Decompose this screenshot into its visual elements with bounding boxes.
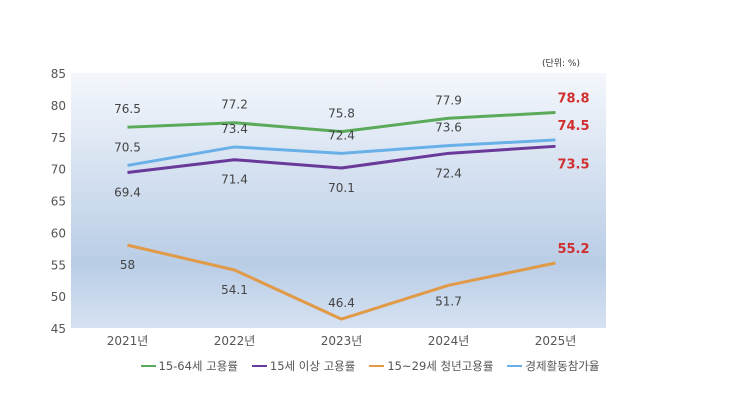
- data-label: 75.8: [328, 107, 355, 121]
- legend-swatch: [507, 365, 523, 367]
- data-label: 55.2: [557, 242, 589, 257]
- data-label: 76.5: [114, 102, 141, 116]
- data-label: 73.6: [435, 121, 462, 135]
- legend-label: 15~29세 청년고용률: [387, 359, 494, 373]
- legend-entry: 15~29세 청년고용률: [369, 358, 493, 374]
- line-chart: (단위: %) 45 50 55 60 65 70 75 80 85 2021년 2022년 202…: [51, 58, 606, 348]
- data-label: 73.4: [221, 122, 248, 136]
- data-label: 71.4: [221, 173, 248, 187]
- legend-swatch: [251, 365, 267, 367]
- series-line: [127, 243, 556, 321]
- y-tick-label: 75: [51, 131, 66, 145]
- x-tick-label: 2024년: [428, 334, 470, 348]
- legend-entry: 경제활동참가율: [507, 358, 599, 374]
- data-label: 69.4: [114, 185, 141, 199]
- x-tick-label: 2021년: [107, 334, 149, 348]
- data-label: 78.8: [557, 92, 589, 107]
- legend-swatch: [140, 365, 156, 367]
- y-tick-label: 65: [51, 195, 66, 209]
- x-tick-label: 2023년: [321, 334, 363, 348]
- data-label: 77.2: [221, 98, 248, 112]
- legend: 15-64세 고용률 15세 이상 고용률 15~29세 청년고용률 경제활동참가율: [40, 358, 700, 374]
- y-tick-label: 85: [51, 67, 66, 81]
- legend-entry: 15세 이상 고용률: [251, 358, 356, 374]
- legend-swatch: [369, 365, 385, 367]
- legend-label: 15세 이상 고용률: [269, 359, 356, 373]
- legend-label: 15-64세 고용률: [158, 359, 238, 373]
- y-tick-label: 80: [51, 99, 66, 113]
- data-label: 73.5: [557, 157, 589, 172]
- y-tick-label: 55: [51, 258, 66, 272]
- y-tick-label: 50: [51, 290, 66, 304]
- data-label: 70.5: [114, 140, 141, 154]
- data-label: 51.7: [435, 294, 462, 308]
- data-label: 74.5: [557, 119, 589, 134]
- legend-label: 경제활동참가율: [525, 359, 600, 373]
- data-label: 58: [120, 258, 135, 272]
- y-tick-label: 60: [51, 226, 66, 240]
- series-line: [127, 111, 556, 134]
- data-label: 72.4: [435, 166, 462, 180]
- data-label: 72.4: [328, 128, 355, 142]
- data-label: 77.9: [435, 93, 462, 107]
- y-tick-label: 45: [51, 322, 66, 336]
- legend-entry: 15-64세 고용률: [140, 358, 238, 374]
- series-line: [127, 138, 556, 167]
- unit-note: (단위: %): [542, 58, 580, 69]
- data-label: 54.1: [221, 283, 248, 297]
- data-label: 70.1: [328, 181, 355, 195]
- x-tick-label: 2022년: [214, 334, 256, 348]
- x-tick-label: 2025년: [535, 334, 577, 348]
- series-line: [127, 144, 556, 174]
- y-tick-label: 70: [51, 163, 66, 177]
- data-label: 46.4: [328, 296, 355, 310]
